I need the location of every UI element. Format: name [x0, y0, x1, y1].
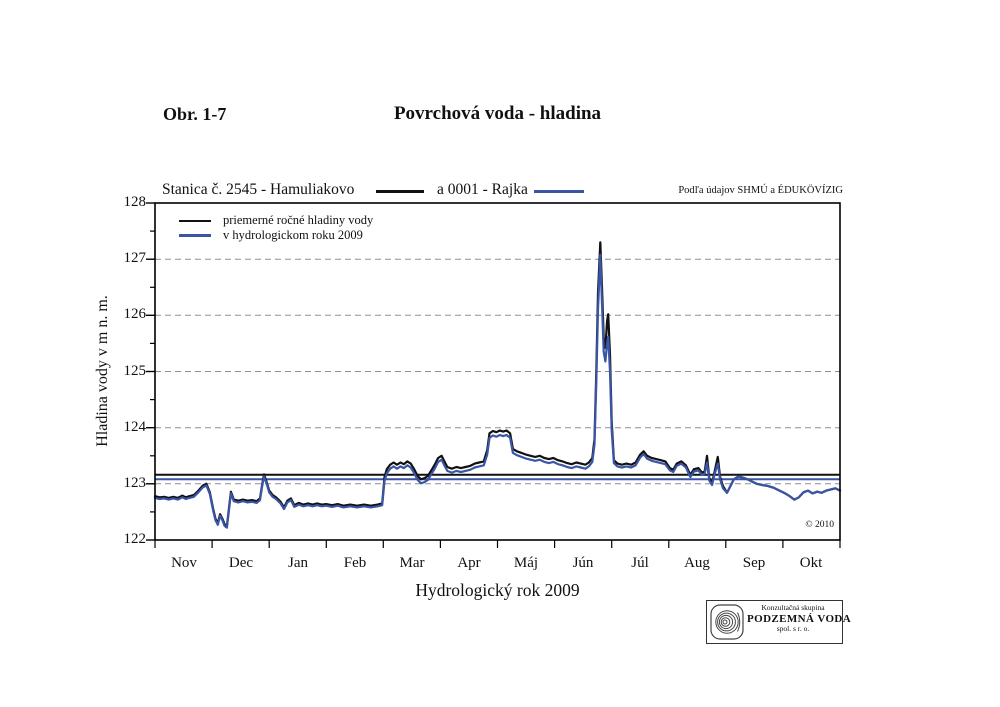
y-tick-label-128: 128 — [123, 194, 147, 210]
x-month-label-Nov: Nov — [171, 555, 197, 571]
x-month-label-Júl: Júl — [631, 555, 649, 571]
logo-line-1: Konzultačná skupina — [761, 603, 825, 612]
y-tick-label-127: 127 — [123, 250, 147, 266]
avg-legend-row-1: priemerné ročné hladiny vody — [179, 213, 373, 228]
logo-line-2: PODZEMNÁ VODA — [747, 612, 852, 625]
legend-station2-label: a 0001 - Rajka — [437, 181, 528, 198]
legend-station1-label: Stanica č. 2545 - Hamuliakovo — [162, 181, 355, 198]
figure-title: Povrchová voda - hladina — [393, 103, 602, 124]
x-month-label-Apr: Apr — [457, 555, 481, 571]
x-month-label-Dec: Dec — [228, 555, 254, 571]
x-month-label-Okt: Okt — [799, 555, 823, 571]
avg-legend-row-2: v hydrologickom roku 2009 — [179, 228, 373, 243]
avg-line-sample-black — [179, 219, 211, 222]
legend-station2-line-sample — [534, 190, 584, 193]
y-tick-label-122: 122 — [123, 531, 147, 547]
y-tick-label-124: 124 — [123, 419, 147, 435]
source-note: Podľa údajov SHMÚ a ÉDUKÖVÍZIG — [678, 185, 843, 196]
logo-text: Konzultačná skupina PODZEMNÁ VODA spol. … — [747, 603, 852, 634]
plot-area: priemerné ročné hladiny vody v hydrologi… — [146, 202, 842, 548]
logo-line-3: spol. s r. o. — [776, 624, 810, 634]
figure-label: Obr. 1-7 — [163, 104, 227, 124]
y-tick-label-126: 126 — [123, 306, 147, 322]
x-month-label-Jún: Jún — [572, 555, 594, 571]
x-month-label-Sep: Sep — [742, 555, 766, 571]
podzemna-voda-logo-icon — [710, 604, 744, 640]
copyright-note: © 2010 — [805, 520, 834, 530]
x-month-label-Aug: Aug — [684, 555, 710, 571]
x-month-label-Jan: Jan — [288, 555, 308, 571]
podzemna-voda-logo: Konzultačná skupina PODZEMNÁ VODA spol. … — [706, 600, 852, 644]
x-month-label-Feb: Feb — [343, 555, 367, 571]
avg-legend-text-1: priemerné ročné hladiny vody — [223, 213, 374, 227]
average-lines-legend: priemerné ročné hladiny vody v hydrologi… — [179, 213, 373, 243]
x-axis-title: Hydrologický rok 2009 — [415, 580, 580, 600]
y-tick-label-123: 123 — [123, 475, 147, 491]
x-month-label-Máj: Máj — [513, 555, 539, 571]
x-month-label-Mar: Mar — [399, 555, 425, 571]
avg-line-sample-blue — [179, 234, 211, 237]
series-line-2 — [153, 253, 842, 529]
avg-legend-text-2: v hydrologickom roku 2009 — [223, 228, 363, 242]
y-tick-label-125: 125 — [123, 363, 147, 379]
plot-svg — [146, 202, 842, 548]
legend-station1-line-sample — [376, 190, 424, 193]
